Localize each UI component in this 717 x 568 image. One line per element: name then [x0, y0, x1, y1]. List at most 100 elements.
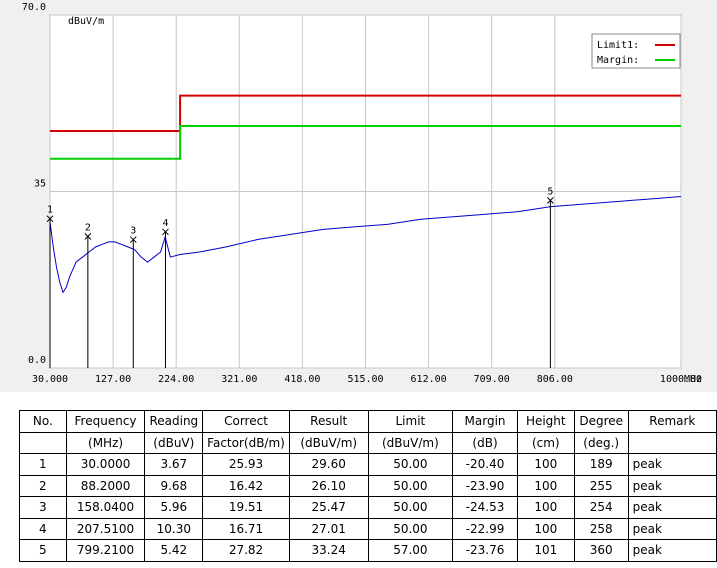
- x-tick-label: 418.00: [284, 374, 320, 385]
- table-cell: -20.40: [452, 453, 518, 476]
- marker-label: 1: [47, 205, 53, 216]
- table-cell: 100: [516, 496, 575, 519]
- table-cell: Correct: [202, 410, 290, 433]
- table-cell: 1: [19, 453, 67, 476]
- table-cell: (MHz): [65, 431, 146, 454]
- table-cell: 50.00: [367, 496, 454, 519]
- table-cell: 254: [573, 496, 629, 519]
- table-cell: 50.00: [367, 474, 454, 497]
- table-cell: 25.47: [288, 496, 369, 519]
- table-cell: 33.24: [288, 539, 369, 562]
- result-table: No. Frequency Reading Correct Result Limit Mar…: [19, 410, 717, 562]
- table-cell: 19.51: [202, 496, 290, 519]
- table-cell: Limit: [367, 410, 454, 433]
- table-cell: 50.00: [367, 517, 454, 540]
- x-tick-label: 709.00: [474, 374, 510, 385]
- x-tick-label: 224.00: [158, 374, 194, 385]
- marker: [129, 236, 137, 243]
- legend-label: Margin:: [597, 55, 639, 66]
- marker: [84, 233, 92, 240]
- table-cell: (dBuV/m): [367, 431, 454, 454]
- table-cell: 50.00: [367, 453, 454, 476]
- x-unit: MHz: [684, 374, 702, 385]
- table-cell: 16.42: [202, 474, 290, 497]
- table-cell: peak: [627, 474, 717, 497]
- table-cell: -22.99: [452, 517, 518, 540]
- table-row: No. Frequency Reading Correct Result Limit Mar…: [19, 410, 717, 433]
- table-cell: 88.2000: [65, 474, 146, 497]
- x-tick-label: 321.00: [221, 374, 257, 385]
- table-cell: -24.53: [452, 496, 518, 519]
- table-cell: Factor(dB/m): [202, 431, 290, 454]
- table-cell: 29.60: [288, 453, 369, 476]
- table-row: 3 158.0400 5.96 19.51 25.47 50.00 -24.53 100 254…: [19, 496, 717, 519]
- table-cell: Frequency: [65, 410, 146, 433]
- y-unit: dBuV/m: [68, 16, 104, 27]
- x-tick-label: 612.00: [411, 374, 447, 385]
- x-tick-label: 127.00: [95, 374, 131, 385]
- table-cell: [627, 431, 717, 454]
- x-tick-label: 30.000: [32, 374, 68, 385]
- table-cell: (deg.): [573, 431, 629, 454]
- table-cell: Degree: [573, 410, 629, 433]
- x-tick-label: 515.00: [347, 374, 383, 385]
- marker: [162, 228, 169, 236]
- x-tick-label: 1000.00: [660, 374, 702, 385]
- table-cell: 360: [573, 539, 629, 562]
- table-cell: [19, 431, 67, 454]
- y-tick-label: 35: [34, 179, 46, 190]
- chart: dBuV/m MHz 30.000 127.00 224.00 321.00 418.0…: [0, 0, 717, 392]
- table-cell: 100: [516, 453, 575, 476]
- table-cell: 57.00: [367, 539, 454, 562]
- table-cell: 5.96: [144, 496, 204, 519]
- marker-label: 5: [547, 186, 553, 197]
- table-cell: (dB): [452, 431, 518, 454]
- series-line: [50, 124, 681, 160]
- table-cell: 27.82: [202, 539, 290, 562]
- table-cell: peak: [627, 517, 717, 540]
- table-cell: peak: [627, 539, 717, 562]
- table-row: 4 207.5100 10.30 16.71 27.01 50.00 -22.99 100 25…: [19, 517, 717, 540]
- table-cell: 10.30: [144, 517, 204, 540]
- table-cell: 207.5100: [65, 517, 146, 540]
- table-cell: 100: [516, 517, 575, 540]
- table-cell: Remark: [627, 410, 717, 433]
- table-cell: Height: [516, 410, 575, 433]
- table-cell: 2: [19, 474, 67, 497]
- table-cell: peak: [627, 453, 717, 476]
- table-cell: 5.42: [144, 539, 204, 562]
- y-tick-label: 70.0: [22, 2, 46, 13]
- table-cell: (dBuV): [144, 431, 204, 454]
- y-tick-label: 0.0: [28, 355, 46, 366]
- table-cell: 30.0000: [65, 453, 146, 476]
- table-cell: Margin: [452, 410, 518, 433]
- table-cell: 3: [19, 496, 67, 519]
- table-cell: 25.93: [202, 453, 290, 476]
- table-row: 5 799.2100 5.42 27.82 33.24 57.00 -23.76 101 360…: [19, 539, 717, 562]
- table-cell: 16.71: [202, 517, 290, 540]
- table-cell: 26.10: [288, 474, 369, 497]
- table-cell: 4: [19, 517, 67, 540]
- marker: [46, 215, 54, 223]
- marker-label: 4: [162, 218, 168, 229]
- marker-label: 3: [130, 226, 136, 237]
- legend: [591, 33, 681, 69]
- table-cell: -23.76: [452, 539, 518, 562]
- table-cell: 27.01: [288, 517, 369, 540]
- table-cell: No.: [19, 410, 67, 433]
- marker: [547, 197, 554, 204]
- table-cell: 189: [573, 453, 629, 476]
- legend-label: Limit1:: [597, 40, 639, 51]
- table-cell: -23.90: [452, 474, 518, 497]
- table-row: 1 30.0000 3.67 25.93 29.60 50.00 -20.40 100 189 p…: [19, 453, 717, 476]
- table-cell: 100: [516, 474, 575, 497]
- table-row: 2 88.2000 9.68 16.42 26.10 50.00 -23.90 100 255 p…: [19, 474, 717, 497]
- marker-label: 2: [85, 222, 91, 233]
- x-tick-label: 806.00: [537, 374, 573, 385]
- table-cell: 101: [516, 539, 575, 562]
- table-row: (MHz) (dBuV) Factor(dB/m) (dBuV/m) (dBuV/m)(…: [19, 431, 717, 454]
- table-cell: Result: [288, 410, 369, 433]
- table-cell: 799.2100: [65, 539, 146, 562]
- table-cell: peak: [627, 496, 717, 519]
- table-cell: 3.67: [144, 453, 204, 476]
